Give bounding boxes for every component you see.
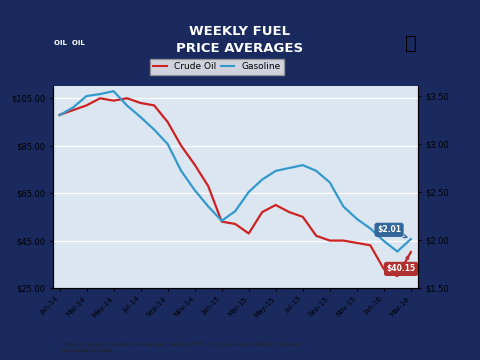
Legend: Crude Oil, Gasoline: Crude Oil, Gasoline [150,59,284,75]
Text: *Prices based on weekly averages per barrel of WTI crude oil and per gallon of r: *Prices based on weekly averages per bar… [62,342,300,353]
Text: OIL  OIL: OIL OIL [54,40,85,46]
Text: ⛽: ⛽ [405,34,416,53]
Text: $40.15: $40.15 [386,256,416,273]
Text: $2.01: $2.01 [377,225,407,238]
Text: WEEKLY FUEL
PRICE AVERAGES: WEEKLY FUEL PRICE AVERAGES [177,24,303,55]
